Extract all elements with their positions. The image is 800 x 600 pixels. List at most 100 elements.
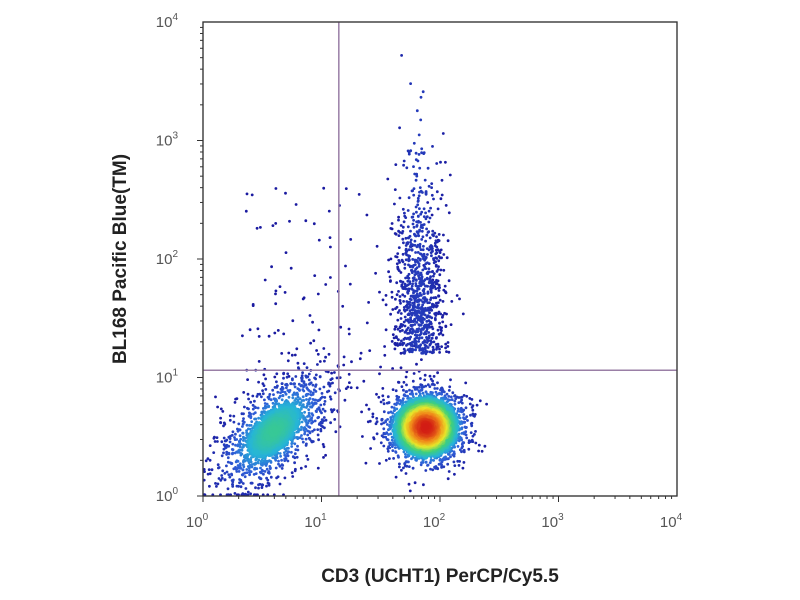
event-dot <box>434 252 438 256</box>
event-dot <box>302 389 306 393</box>
event-dot <box>441 333 445 337</box>
event-dot <box>258 482 262 486</box>
event-dot <box>306 415 309 418</box>
event-dot <box>238 445 242 448</box>
event-dot <box>398 231 402 234</box>
event-dot <box>383 353 387 357</box>
event-dot <box>437 289 441 292</box>
event-dot <box>287 351 291 355</box>
event-dot <box>414 178 418 182</box>
event-dot <box>300 420 304 424</box>
event-dot <box>323 400 327 403</box>
event-dot <box>280 467 284 470</box>
event-dot <box>329 378 333 381</box>
event-dot <box>414 348 417 352</box>
event-dot <box>419 248 423 252</box>
event-dot <box>228 414 232 418</box>
event-dot <box>293 461 296 465</box>
event-dot <box>313 428 316 432</box>
event-dot <box>402 159 406 163</box>
event-dot <box>286 372 290 376</box>
event-dot <box>360 410 363 414</box>
event-dot <box>413 323 417 326</box>
event-dot <box>469 413 472 417</box>
event-dot <box>361 435 364 438</box>
event-dot <box>275 372 279 376</box>
event-dot <box>267 334 271 338</box>
event-dot <box>453 472 456 476</box>
event-dot <box>263 278 267 282</box>
event-dot <box>275 386 279 389</box>
event-dot <box>350 360 353 364</box>
event-dot <box>365 213 369 217</box>
event-dot <box>412 276 416 279</box>
event-dot <box>453 394 456 398</box>
event-dot <box>313 419 317 423</box>
event-dot <box>304 465 308 468</box>
event-dot <box>322 402 326 406</box>
event-dot <box>220 474 224 477</box>
event-dot <box>430 270 434 274</box>
x-tick-label: 102 <box>423 512 446 531</box>
event-dot <box>467 447 471 451</box>
event-dot <box>408 300 412 304</box>
event-dot <box>307 419 311 423</box>
event-dot <box>420 210 424 214</box>
event-dot <box>329 276 332 279</box>
event-dot <box>407 276 411 280</box>
event-dot <box>293 442 297 446</box>
event-dot <box>291 455 295 459</box>
event-dot <box>448 173 452 177</box>
event-dot <box>411 243 415 247</box>
event-dot <box>424 211 427 215</box>
event-dot <box>307 411 311 415</box>
event-dot <box>214 395 217 399</box>
event-dot <box>257 416 260 420</box>
event-dot <box>398 196 402 200</box>
event-dot <box>422 152 426 156</box>
event-dot <box>447 389 451 392</box>
event-dot <box>402 341 406 345</box>
x-tick-label: 103 <box>541 512 564 531</box>
event-dot <box>257 360 261 363</box>
event-dot <box>418 392 422 396</box>
event-dot <box>323 396 327 399</box>
event-dot <box>280 463 284 467</box>
event-dot <box>458 297 461 301</box>
event-dot <box>291 393 295 397</box>
event-dot <box>272 426 279 434</box>
event-dot <box>459 400 463 404</box>
event-dot <box>318 387 322 391</box>
event-dot <box>447 395 451 398</box>
event-dot <box>328 384 332 388</box>
event-dot <box>241 422 245 426</box>
event-dot <box>411 455 415 459</box>
event-dot <box>447 470 451 473</box>
event-dot <box>426 253 429 256</box>
event-dot <box>408 254 411 258</box>
event-dot <box>418 291 422 295</box>
event-dot <box>414 296 418 300</box>
event-dot <box>401 237 405 241</box>
event-dot <box>399 351 403 355</box>
event-dot <box>424 191 428 195</box>
event-dot <box>306 402 309 406</box>
event-dot <box>428 374 432 378</box>
event-dot <box>399 366 403 370</box>
event-dot <box>439 160 442 164</box>
event-dot <box>405 166 409 170</box>
event-dot <box>402 241 405 245</box>
event-dot <box>221 410 225 413</box>
event-dot <box>300 425 303 429</box>
event-dot <box>235 470 239 473</box>
event-dot <box>407 482 411 486</box>
event-dot <box>271 388 275 392</box>
event-dot <box>277 396 281 400</box>
event-dot <box>406 318 410 321</box>
event-dot <box>465 436 469 440</box>
event-dot <box>449 323 453 326</box>
event-dot <box>426 291 430 295</box>
event-dot <box>409 241 412 244</box>
event-dot <box>394 297 397 301</box>
event-dot <box>390 340 394 343</box>
